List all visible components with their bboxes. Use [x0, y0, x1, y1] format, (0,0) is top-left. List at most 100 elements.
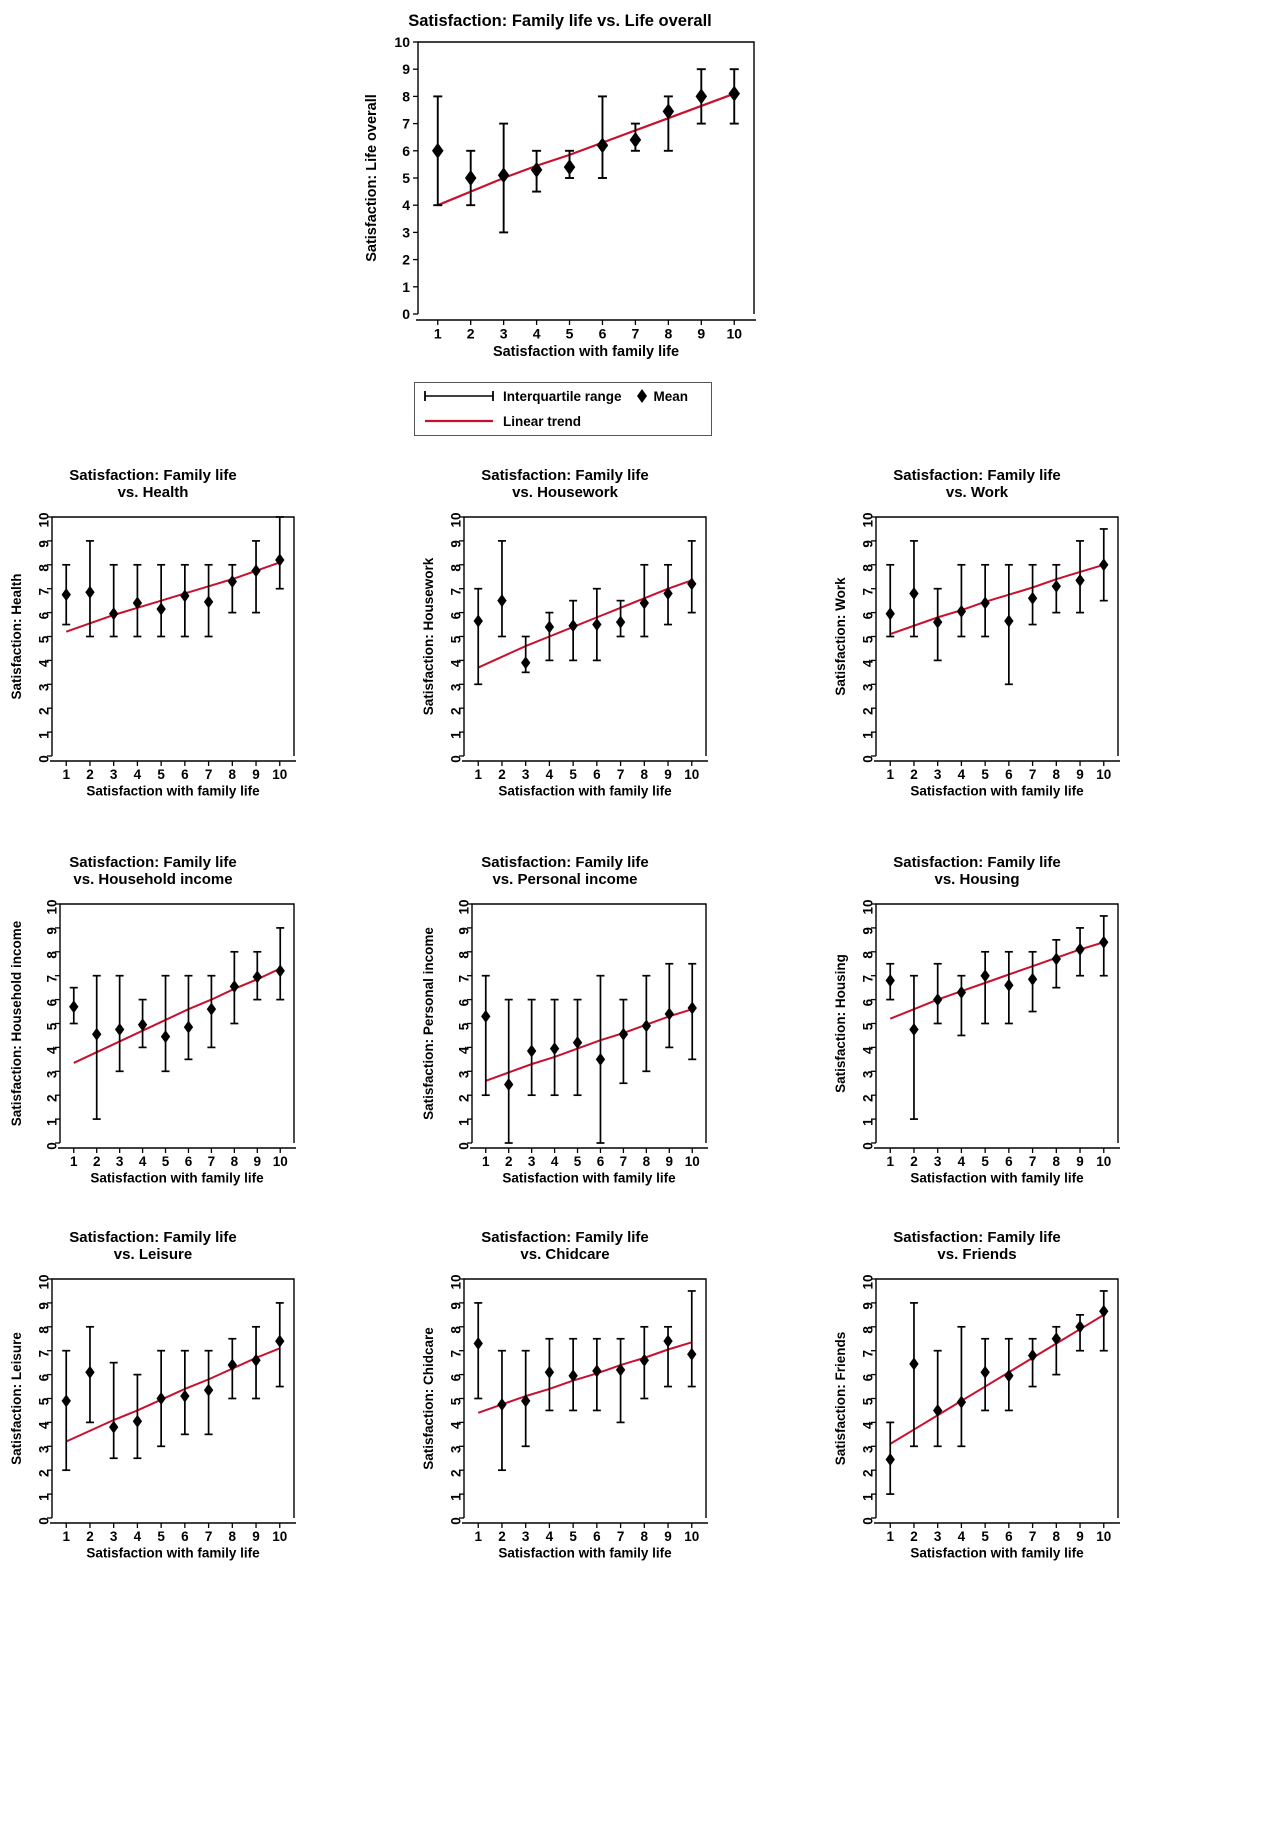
mean-diamond-marker	[251, 564, 261, 578]
data-point-group	[275, 516, 285, 590]
x-tick-label: 9	[1076, 1529, 1084, 1544]
mean-diamond-marker	[641, 1019, 652, 1033]
mean-diamond-marker	[885, 973, 895, 987]
x-tick-label: 2	[498, 767, 506, 782]
x-tick-label: 10	[684, 1529, 699, 1544]
data-point-group	[432, 95, 444, 207]
data-point-group	[275, 927, 285, 1001]
data-point-group	[662, 95, 675, 152]
mean-diamond-marker	[521, 1394, 531, 1408]
y-tick-label: 5	[449, 635, 464, 643]
x-tick-label: 7	[208, 1154, 216, 1169]
panel-title-line: Satisfaction: Family life	[481, 1229, 649, 1246]
plot-area: 0 1 2 3 4 5 6 7 8 9 10 1 2 3 4 5 6 7 8 9 10 Satisfaction with…	[8, 1274, 298, 1574]
y-axis-label: Satisfaction: Housework	[421, 557, 436, 715]
y-tick-label: 2	[37, 707, 52, 715]
x-tick-label: 1	[886, 767, 894, 782]
y-tick-label: 5	[402, 170, 410, 186]
x-tick-label: 5	[162, 1154, 170, 1169]
mean-diamond-marker	[530, 161, 543, 178]
x-tick-label: 4	[139, 1154, 147, 1169]
x-tick-label: 1	[482, 1154, 490, 1169]
linear-trend-line	[437, 92, 735, 207]
linear-trend-line	[889, 941, 1105, 1020]
y-tick-label: 3	[861, 1070, 876, 1078]
data-point-group	[180, 1349, 190, 1436]
x-tick-label: 5	[981, 1529, 989, 1544]
mean-diamond-marker	[114, 1022, 125, 1036]
mean-diamond-marker	[615, 1363, 626, 1377]
data-point-group	[885, 563, 895, 638]
mean-diamond-marker	[695, 88, 708, 105]
y-tick-label: 4	[45, 1046, 60, 1054]
x-tick-label: 10	[1096, 767, 1111, 782]
data-point-group	[183, 974, 194, 1061]
x-axis-label: Satisfaction with family life	[910, 1170, 1084, 1185]
data-point-group	[1004, 1337, 1014, 1412]
data-point-group	[114, 974, 125, 1073]
data-point-group	[521, 1349, 531, 1448]
panel-friends: Satisfaction: Family life vs. Friends 0 1 2…	[832, 1229, 1122, 1580]
mean-diamond-marker	[275, 964, 285, 978]
y-tick-label: 0	[449, 1517, 464, 1525]
mean-diamond-marker	[933, 615, 943, 629]
data-point-group	[132, 1373, 143, 1460]
mean-diamond-marker	[662, 103, 675, 120]
x-tick-label: 5	[574, 1154, 582, 1169]
y-axis-label: Satisfaction: Personal income	[421, 927, 436, 1120]
panel-chidcare: Satisfaction: Family life vs. Chidcare 0 1…	[420, 1229, 710, 1580]
mean-diamond-marker	[473, 1337, 483, 1351]
panel-title-line: vs. Housework	[512, 483, 618, 501]
mean-diamond-marker	[275, 1334, 285, 1348]
x-tick-label: 5	[981, 767, 989, 782]
linear-trend-line	[65, 561, 281, 633]
linear-trend-line	[485, 1008, 693, 1082]
y-tick-label: 0	[861, 755, 876, 763]
x-tick-label: 6	[185, 1154, 193, 1169]
data-point-group	[909, 540, 919, 638]
data-point-group	[639, 1325, 649, 1400]
legend-label-trend: Linear trend	[503, 413, 582, 429]
x-tick-label: 8	[1053, 1529, 1061, 1544]
mean-diamond-marker	[687, 1001, 697, 1015]
x-tick-label: 8	[1053, 767, 1061, 782]
y-axis-label: Satisfaction: Chidcare	[421, 1327, 436, 1470]
x-tick-label: 6	[593, 1529, 601, 1544]
data-point-group	[203, 1349, 214, 1436]
y-tick-label: 9	[37, 540, 52, 548]
panel-title-line: Satisfaction: Family life	[481, 854, 649, 871]
mean-diamond-marker	[592, 1364, 602, 1378]
x-tick-label: 4	[958, 1529, 966, 1544]
data-point-group	[663, 1325, 673, 1388]
x-tick-label: 9	[254, 1154, 262, 1169]
y-tick-label: 6	[861, 998, 876, 1006]
mean-diamond-marker	[229, 979, 240, 993]
y-tick-label: 7	[861, 1350, 876, 1358]
mean-diamond-marker	[526, 1044, 537, 1058]
panel-title: Satisfaction: Family life vs. Chidcare	[420, 1229, 710, 1274]
y-axis-label: Satisfaction: Housing	[833, 954, 848, 1093]
mean-diamond-marker	[544, 1365, 555, 1379]
y-tick-label: 5	[37, 1397, 52, 1405]
y-tick-label: 5	[861, 1397, 876, 1405]
y-tick-label: 5	[37, 635, 52, 643]
data-point-group	[1004, 950, 1014, 1025]
y-tick-label: 5	[45, 1022, 60, 1030]
mean-diamond-marker	[180, 1389, 190, 1403]
y-tick-label: 4	[449, 1421, 464, 1429]
data-point-group	[933, 962, 943, 1025]
y-tick-label: 7	[449, 1350, 464, 1358]
y-tick-label: 9	[861, 927, 876, 935]
iqr-range-icon	[421, 387, 497, 405]
data-point-group	[61, 563, 71, 626]
mean-diamond-marker	[183, 1020, 194, 1034]
y-tick-label: 9	[861, 540, 876, 548]
data-point-group	[252, 950, 262, 1001]
mean-diamond-marker	[61, 588, 71, 602]
y-tick-label: 4	[449, 659, 464, 667]
y-tick-label: 2	[861, 1469, 876, 1477]
x-tick-label: 5	[566, 325, 574, 341]
plot-frame	[471, 903, 707, 1143]
data-point-group	[1004, 563, 1014, 686]
data-point-group	[497, 1349, 507, 1472]
